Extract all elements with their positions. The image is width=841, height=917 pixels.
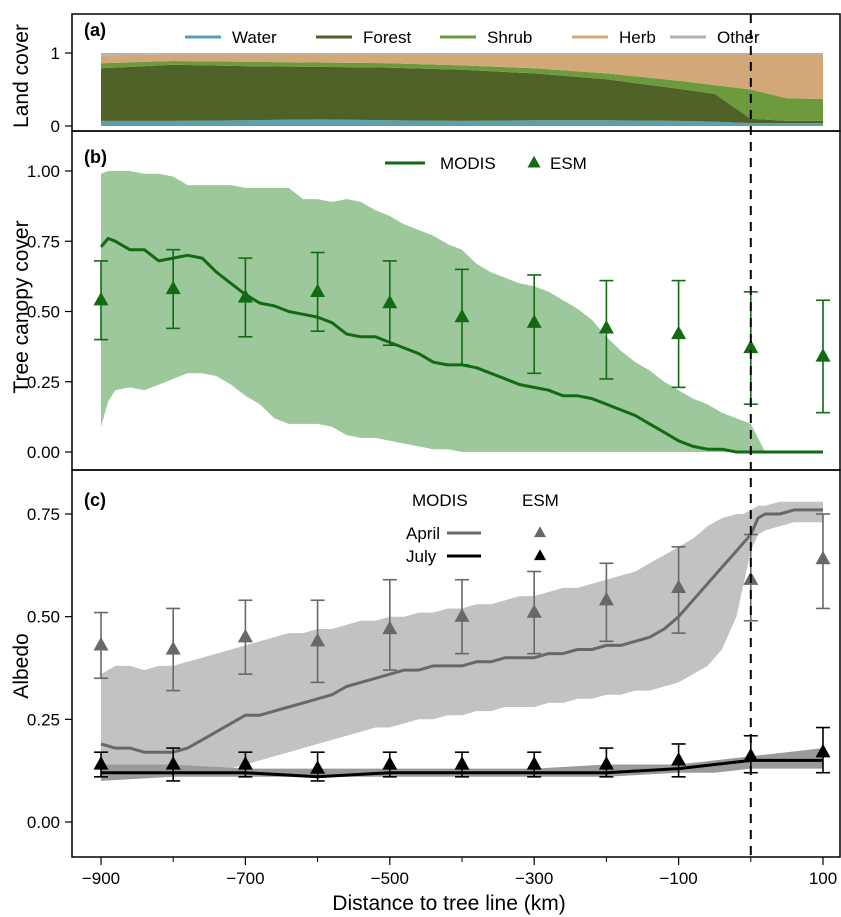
esm-july-point bbox=[382, 756, 398, 770]
panel-c-y-tick-label: 0.75 bbox=[27, 505, 60, 524]
legend-other-label: Other bbox=[717, 28, 760, 47]
land-cover-forest-area bbox=[101, 64, 823, 124]
legend-c-esm-header: ESM bbox=[522, 491, 559, 510]
esm-canopy-point bbox=[382, 294, 398, 309]
modis-april-line bbox=[100, 508, 823, 754]
esm-canopy-point bbox=[454, 308, 470, 323]
panel-b-y-tick-label: 0.00 bbox=[27, 443, 60, 462]
esm-july-point bbox=[165, 756, 181, 770]
esm-april-point bbox=[815, 550, 831, 565]
esm-july-point bbox=[237, 756, 253, 770]
legend-c-modis-header: MODIS bbox=[412, 491, 468, 510]
x-tick-label: −500 bbox=[371, 869, 409, 888]
x-axis-title: Distance to tree line (km) bbox=[332, 892, 565, 915]
panel-c-frame bbox=[71, 469, 841, 858]
land-cover-water-area bbox=[101, 119, 823, 126]
panel-c-label: (c) bbox=[84, 490, 106, 510]
esm-april-point bbox=[382, 620, 398, 635]
land-cover-other-area bbox=[101, 53, 823, 56]
modis-canopy-line bbox=[99, 236, 823, 454]
panel-a-y-tick-label: 0 bbox=[51, 117, 60, 136]
plot-layer: 0 1 Water Forest Shrub Herb Other 0.00 0.25 0.50 0… bbox=[27, 13, 841, 888]
esm-july-point bbox=[598, 756, 614, 770]
esm-canopy-point bbox=[165, 280, 181, 295]
legend-shrub-label: Shrub bbox=[487, 28, 532, 47]
x-tick-label: −100 bbox=[659, 869, 697, 888]
legend-july-esm-marker bbox=[534, 549, 546, 561]
x-tick-label: −700 bbox=[226, 869, 264, 888]
esm-july-point bbox=[454, 756, 470, 770]
panel-a-y-axis-title: Land cover bbox=[10, 24, 33, 128]
legend-forest-label: Forest bbox=[363, 28, 411, 47]
panel-b-y-tick-label: 0.25 bbox=[27, 373, 60, 392]
esm-april-point bbox=[93, 637, 109, 651]
panel-c-y-axis-title: Albedo bbox=[10, 633, 33, 698]
legend-july-label: July bbox=[406, 547, 437, 566]
esm-april-point bbox=[237, 628, 253, 643]
x-tick-label: 100 bbox=[809, 869, 837, 888]
panel-b-label: (b) bbox=[84, 147, 107, 167]
panel-c-y-tick-label: 0.00 bbox=[27, 813, 60, 832]
panel-a-y-tick-label: 1 bbox=[51, 44, 60, 63]
legend-april-label: April bbox=[406, 524, 440, 543]
esm-july-point bbox=[93, 756, 109, 770]
esm-april-point bbox=[526, 604, 542, 618]
legend-water-label: Water bbox=[232, 28, 277, 47]
x-tick-label: −900 bbox=[82, 869, 120, 888]
legend-herb-label: Herb bbox=[619, 28, 656, 47]
legend-esm-marker bbox=[527, 155, 541, 168]
panel-b-y-tick-label: 0.75 bbox=[27, 232, 60, 251]
esm-canopy-point bbox=[815, 348, 831, 362]
esm-canopy-point bbox=[671, 325, 687, 340]
esm-canopy-point bbox=[598, 319, 614, 334]
esm-july-point bbox=[310, 760, 326, 774]
esm-april-point bbox=[165, 641, 181, 655]
esm-april-point bbox=[598, 591, 614, 606]
panel-b-y-tick-label: 0.50 bbox=[27, 303, 60, 322]
esm-canopy-point bbox=[93, 291, 109, 306]
modis-july-range-band bbox=[101, 748, 823, 781]
panel-a-label: (a) bbox=[84, 20, 106, 40]
x-tick-label: −300 bbox=[515, 869, 553, 888]
legend-esm-label: ESM bbox=[550, 154, 587, 173]
panel-c-y-tick-label: 0.50 bbox=[27, 608, 60, 627]
legend-april-esm-marker bbox=[534, 526, 546, 538]
panel-c-y-tick-label: 0.25 bbox=[27, 710, 60, 729]
panel-b-y-axis-title: Tree canopy cover bbox=[10, 220, 33, 393]
esm-canopy-point bbox=[526, 314, 542, 328]
esm-april-point bbox=[454, 608, 470, 622]
esm-canopy-point bbox=[237, 289, 253, 303]
esm-canopy-point bbox=[310, 283, 326, 297]
esm-july-point bbox=[526, 756, 542, 770]
esm-april-point bbox=[671, 579, 687, 594]
land-cover-herb-area bbox=[101, 54, 823, 99]
esm-july-point bbox=[815, 743, 831, 758]
legend-modis-label: MODIS bbox=[440, 154, 496, 173]
panel-b-y-tick-label: 1.00 bbox=[27, 162, 60, 181]
esm-canopy-point bbox=[743, 339, 759, 354]
esm-july-point bbox=[671, 752, 687, 766]
esm-april-point bbox=[310, 632, 326, 647]
